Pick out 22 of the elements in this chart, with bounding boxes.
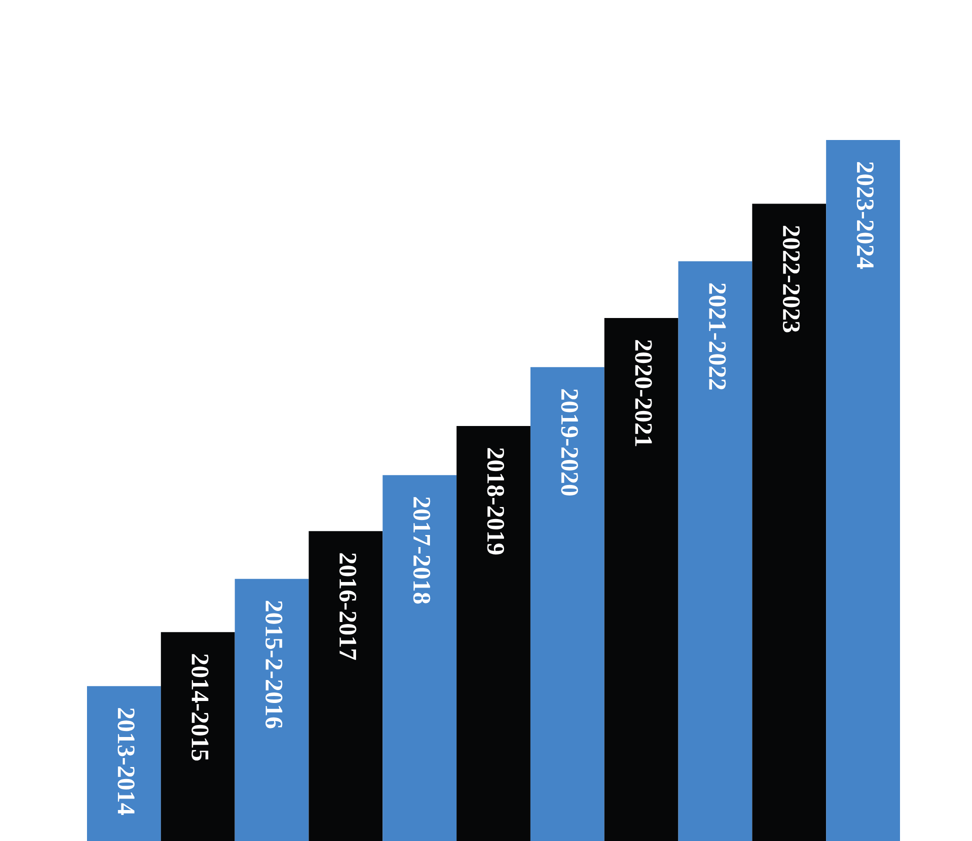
x-tick-label: 2014-2015 — [192, 654, 208, 761]
x-tick-label: 2019-2020 — [561, 389, 578, 496]
bar — [87, 686, 161, 841]
x-tick-label: 2018-2019 — [487, 448, 504, 554]
x-tick-label: 2017-2018 — [413, 497, 430, 604]
bar — [382, 475, 457, 841]
bar — [678, 261, 752, 841]
x-tick-label: 2016-2017 — [339, 553, 356, 660]
bar — [752, 204, 826, 841]
bar — [604, 318, 678, 841]
x-tick-label: 2022-2023 — [782, 226, 800, 332]
bar — [530, 367, 604, 841]
x-tick-label: 2015-2-2016 — [266, 600, 282, 728]
x-tick-label: 2021-2022 — [708, 283, 726, 390]
bar — [456, 426, 530, 841]
bar — [160, 632, 235, 841]
x-tick-label: 2013-2014 — [118, 708, 135, 815]
x-tick-label: 2020-2021 — [635, 340, 652, 446]
x-tick-label: 2023-2024 — [856, 162, 874, 269]
bar — [308, 531, 383, 841]
bar — [826, 140, 900, 841]
bar — [234, 578, 309, 841]
